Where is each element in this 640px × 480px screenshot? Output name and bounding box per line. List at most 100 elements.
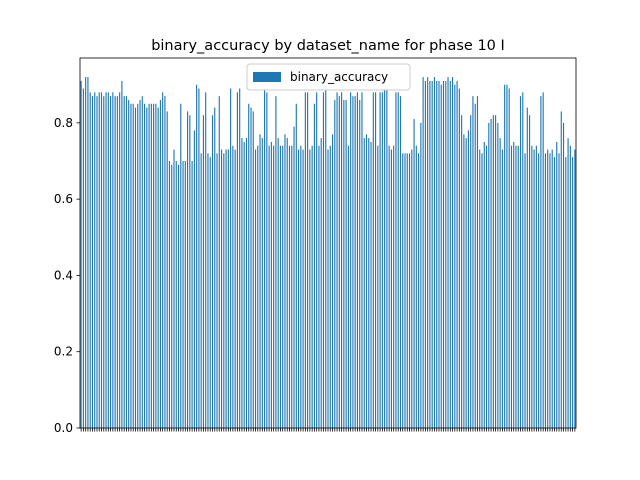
bar [517,145,519,429]
bar [277,138,279,428]
bar [569,145,571,429]
bar [533,149,535,429]
bar [558,153,560,429]
bar [112,92,114,428]
bar [216,153,218,429]
bar [408,153,411,429]
bar [331,134,334,429]
bar [540,96,542,428]
bar [202,115,204,428]
bar [307,92,309,428]
legend-swatch [253,72,281,82]
bar [388,145,390,429]
bar [452,77,454,428]
bar [447,77,449,428]
bar [264,88,266,429]
bar [449,80,451,428]
bar [402,153,404,429]
bar [236,92,238,428]
bar [232,145,234,429]
bar [168,160,171,429]
bar [497,122,499,428]
bar [141,96,143,428]
bar [297,149,300,429]
bar [175,160,177,429]
bar [110,96,112,428]
bar [345,99,347,429]
bar [329,145,331,429]
bar [261,138,263,428]
bar [100,92,103,428]
bar [485,145,488,429]
bar [205,92,207,428]
bar [198,88,200,429]
bar [350,92,352,428]
bar [279,145,281,429]
bar [137,103,139,429]
bar [322,92,325,428]
bar [177,164,180,429]
bar [574,149,576,429]
bar [171,164,173,429]
bar [94,92,96,428]
legend[interactable]: binary_accuracy [246,63,411,91]
bar [415,145,417,429]
bar [377,145,379,429]
bar [549,153,551,429]
bar [187,111,189,429]
bar [483,141,485,429]
bar [386,88,388,429]
bar [320,138,322,428]
y-tick-label: 0.6 [54,192,73,206]
bar [89,92,91,428]
bar [266,92,268,428]
bar [442,80,445,428]
y-axis: 0.0 0.2 0.4 0.6 0.8 [54,116,80,435]
bar [529,115,531,428]
legend-box [246,63,411,91]
bar [273,145,275,429]
bar [542,92,544,428]
bar [399,96,402,428]
bar [200,153,202,429]
bar [556,141,558,429]
bar [300,145,302,429]
bars-group [80,77,576,429]
bar [422,77,424,428]
bar [510,145,513,429]
bar [490,119,492,428]
bar [544,153,546,429]
bar [476,96,479,428]
bar [411,149,413,429]
bar [248,103,250,429]
bar [130,103,132,429]
bar [404,153,406,429]
bar [479,149,481,429]
bar [218,96,220,428]
bar [196,84,198,428]
bar [560,111,562,429]
bar [504,84,506,428]
bar [225,149,227,429]
bar [365,134,368,429]
bar [80,80,82,428]
bar [338,96,340,428]
bar [499,138,501,428]
x-ticks-group [80,428,576,432]
bar [220,149,223,429]
bar [128,99,130,429]
bar [123,96,125,428]
bar [254,149,257,429]
bar [413,119,415,428]
bar [519,96,522,428]
bar [234,149,236,429]
bar [567,138,569,428]
bar [393,145,395,429]
bar [268,145,270,429]
bar [506,84,508,428]
bar [316,92,318,428]
bar [481,153,483,429]
bar [182,160,184,429]
bar [553,157,556,428]
bar [361,92,363,428]
